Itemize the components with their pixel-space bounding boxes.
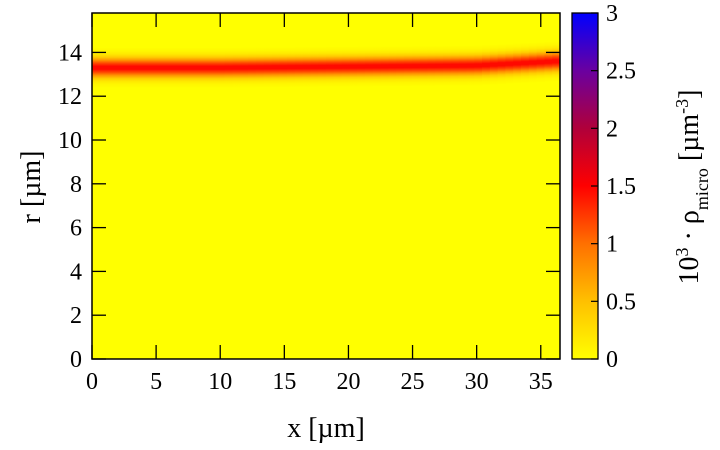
heatmap-ridge-segment bbox=[123, 48, 132, 88]
colorbar-label: 103 · ρmicro [µm-3] bbox=[672, 90, 712, 285]
heatmap-ridge-segment bbox=[466, 45, 475, 86]
heatmap-ridge-segment bbox=[357, 46, 366, 87]
heatmap-ridge-segment bbox=[201, 48, 210, 88]
colorbar-tick-label: 2 bbox=[606, 116, 618, 142]
heatmap-ridge-segment bbox=[372, 46, 382, 87]
heatmap-ridge-segment bbox=[341, 46, 350, 87]
axes: 0 5 10 15 20 25 30 35 0 2 4 6 8 10 12 14 bbox=[58, 12, 561, 395]
heatmap-ridge-segment bbox=[544, 42, 553, 82]
x-tick-label: 0 bbox=[86, 369, 98, 395]
heatmap-ridge-segment bbox=[279, 47, 288, 87]
heatmap-ridge-segment bbox=[450, 46, 460, 86]
heatmap-ridge-segment bbox=[209, 48, 218, 88]
heatmap-ridge-segment bbox=[115, 48, 124, 88]
y-tick-label: 6 bbox=[70, 216, 82, 242]
heatmap-ridge-segment bbox=[138, 48, 148, 88]
heatmap-ridge-segment bbox=[513, 43, 522, 84]
heatmap-ridge-segment bbox=[528, 42, 538, 83]
heatmap-ridge-segment bbox=[536, 42, 545, 82]
heatmap-ridge-segment bbox=[162, 48, 171, 88]
heatmap-plot-area bbox=[92, 13, 560, 359]
heatmap-ridge-segment bbox=[271, 47, 280, 87]
heatmap-ridge-segment bbox=[224, 47, 233, 88]
heatmap-ridge-segment bbox=[240, 47, 249, 88]
heatmap-ridge-segment bbox=[263, 47, 272, 88]
heatmap-ridge-segment bbox=[419, 46, 428, 86]
heatmap-ridge-segment bbox=[435, 46, 444, 86]
colorbar-tick-label: 0.5 bbox=[606, 289, 636, 315]
x-tick-label: 20 bbox=[336, 369, 360, 395]
heatmap-ridge-segment bbox=[380, 46, 389, 87]
heatmap-ridge-segment bbox=[489, 44, 499, 85]
colorbar: 0 0.5 1 1.5 2 2.5 3 bbox=[571, 1, 636, 373]
colorbar-tick-label: 3 bbox=[606, 1, 618, 27]
heatmap-ridge-segment bbox=[443, 46, 452, 86]
y-tick-label: 0 bbox=[70, 347, 82, 373]
heatmap-ridge-segment bbox=[326, 47, 335, 87]
heatmap-ridge-segment bbox=[99, 48, 109, 88]
heatmap-ridge-segment bbox=[458, 45, 467, 86]
heatmap-ridge-segment bbox=[552, 41, 560, 82]
heatmap-ridge-segment bbox=[248, 47, 257, 88]
y-tick-label: 4 bbox=[70, 259, 82, 285]
heatmap-ridge-segment bbox=[411, 46, 421, 86]
heatmap-ridge bbox=[92, 41, 560, 88]
colorbar-tick-label: 1 bbox=[606, 232, 618, 258]
heatmap-ridge-segment bbox=[193, 48, 202, 88]
colorbar-tick-label: 1.5 bbox=[606, 174, 636, 200]
y-tick-label: 12 bbox=[58, 84, 82, 110]
heatmap-ridge-segment bbox=[177, 48, 187, 88]
heatmap-ridge-segment bbox=[396, 46, 405, 86]
heatmap-ridge-segment bbox=[294, 47, 304, 87]
x-tick-label: 10 bbox=[208, 369, 232, 395]
heatmap-ridge-segment bbox=[349, 46, 358, 87]
heatmap-ridge-segment bbox=[146, 48, 155, 88]
heatmap-ridge-segment bbox=[107, 48, 116, 88]
plot-frame bbox=[91, 12, 561, 360]
x-tick-label: 30 bbox=[465, 369, 489, 395]
x-tick-label: 5 bbox=[150, 369, 162, 395]
heatmap-ridge-segment bbox=[365, 46, 374, 87]
heatmap-ridge-segment bbox=[497, 44, 506, 84]
heatmap-ridge-segment bbox=[216, 48, 226, 88]
heatmap-ridge-segment bbox=[310, 47, 319, 87]
heatmap-ridge-segment bbox=[185, 48, 194, 88]
colorbar-tick-label: 2.5 bbox=[606, 59, 636, 85]
heatmap-ridge-segment bbox=[154, 48, 163, 88]
heatmap-ridge-segment bbox=[92, 48, 101, 88]
x-tick-label: 15 bbox=[272, 369, 296, 395]
heatmap-ridge-segment bbox=[255, 47, 265, 88]
y-tick-label: 10 bbox=[58, 128, 82, 154]
colorbar-tick-label: 0 bbox=[606, 347, 618, 373]
heatmap-ridge-segment bbox=[318, 47, 327, 87]
heatmap-ridge-segment bbox=[232, 47, 241, 88]
heatmap-ridge-segment bbox=[404, 46, 413, 86]
y-tick-label: 14 bbox=[58, 40, 82, 66]
heatmap-ridge-segment bbox=[333, 47, 343, 87]
heatmap-ridge-segment bbox=[131, 48, 140, 88]
heatmap-ridge-segment bbox=[427, 46, 436, 86]
heatmap-ridge-segment bbox=[302, 47, 311, 87]
x-tick-label: 25 bbox=[401, 369, 425, 395]
heatmap-ridge-segment bbox=[474, 45, 483, 86]
heatmap-ridge-segment bbox=[521, 43, 530, 83]
heatmap-ridge-segment bbox=[482, 45, 491, 85]
y-tick-label: 8 bbox=[70, 172, 82, 198]
y-tick-label: 2 bbox=[70, 303, 82, 329]
heatmap-ridge-segment bbox=[170, 48, 179, 88]
heatmap-ridge-segment bbox=[287, 47, 296, 87]
x-axis-label: x [µm] bbox=[287, 413, 365, 444]
x-tick-label: 35 bbox=[529, 369, 553, 395]
y-axis-label: r [µm] bbox=[16, 151, 47, 224]
heatmap-ridge-segment bbox=[388, 46, 397, 86]
heatmap-ridge-segment bbox=[505, 44, 514, 84]
